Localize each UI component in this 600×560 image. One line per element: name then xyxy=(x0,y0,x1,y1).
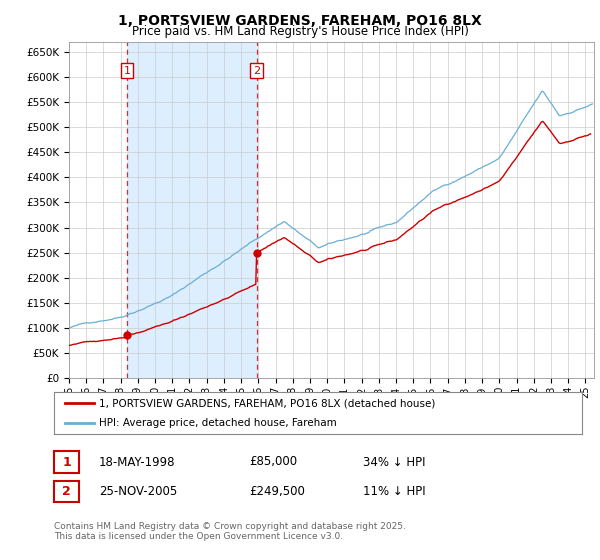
Text: 2: 2 xyxy=(253,66,260,76)
Text: 25-NOV-2005: 25-NOV-2005 xyxy=(99,485,177,498)
Text: Contains HM Land Registry data © Crown copyright and database right 2025.
This d: Contains HM Land Registry data © Crown c… xyxy=(54,522,406,542)
Text: 1: 1 xyxy=(124,66,131,76)
Text: 11% ↓ HPI: 11% ↓ HPI xyxy=(363,485,425,498)
Text: £85,000: £85,000 xyxy=(249,455,297,469)
Text: Price paid vs. HM Land Registry's House Price Index (HPI): Price paid vs. HM Land Registry's House … xyxy=(131,25,469,38)
Text: £249,500: £249,500 xyxy=(249,485,305,498)
Text: HPI: Average price, detached house, Fareham: HPI: Average price, detached house, Fare… xyxy=(99,418,337,428)
Text: 18-MAY-1998: 18-MAY-1998 xyxy=(99,455,176,469)
Point xyxy=(252,249,262,258)
Bar xyxy=(127,42,257,378)
Point xyxy=(122,331,132,340)
Text: 1: 1 xyxy=(62,455,71,469)
Text: 1, PORTSVIEW GARDENS, FAREHAM, PO16 8LX (detached house): 1, PORTSVIEW GARDENS, FAREHAM, PO16 8LX … xyxy=(99,398,435,408)
Text: 2: 2 xyxy=(62,485,71,498)
Text: 34% ↓ HPI: 34% ↓ HPI xyxy=(363,455,425,469)
Text: 1, PORTSVIEW GARDENS, FAREHAM, PO16 8LX: 1, PORTSVIEW GARDENS, FAREHAM, PO16 8LX xyxy=(118,14,482,28)
